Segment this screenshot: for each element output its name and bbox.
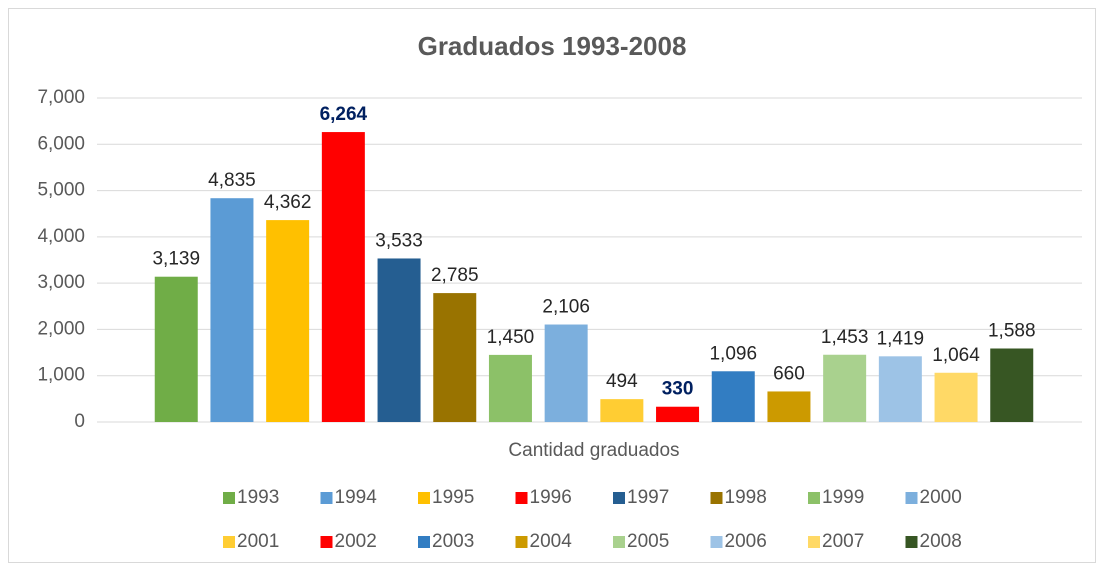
data-label: 494 bbox=[606, 371, 638, 392]
y-tick-label: 4,000 bbox=[37, 226, 85, 247]
data-label: 6,264 bbox=[320, 104, 368, 125]
legend-swatch bbox=[418, 492, 430, 504]
legend-swatch bbox=[418, 536, 430, 548]
legend-swatch bbox=[515, 536, 528, 548]
y-tick-label: 0 bbox=[74, 411, 85, 432]
bar bbox=[600, 399, 644, 422]
legend-swatch bbox=[808, 536, 820, 548]
data-label: 1,419 bbox=[877, 328, 925, 349]
data-label: 4,835 bbox=[208, 170, 256, 191]
bar bbox=[154, 276, 198, 422]
legend-label: 2005 bbox=[627, 531, 669, 552]
legend-swatch bbox=[710, 492, 723, 504]
y-tick-label: 2,000 bbox=[37, 318, 85, 339]
bar bbox=[321, 132, 365, 422]
data-label: 4,362 bbox=[264, 192, 312, 213]
legend-label: 1998 bbox=[725, 487, 767, 508]
bar bbox=[544, 324, 588, 422]
bar bbox=[433, 293, 477, 422]
bar bbox=[934, 372, 978, 422]
x-tick-label: Cantidad graduados bbox=[508, 440, 679, 461]
legend-swatch bbox=[808, 492, 820, 504]
data-label: 660 bbox=[773, 363, 805, 384]
y-tick-label: 6,000 bbox=[37, 133, 85, 154]
data-label: 1,096 bbox=[709, 343, 757, 364]
y-tick-label: 5,000 bbox=[37, 180, 85, 201]
legend-label: 2001 bbox=[237, 531, 279, 552]
data-label: 3,139 bbox=[152, 249, 200, 270]
legend-swatch bbox=[223, 536, 235, 548]
legend-swatch bbox=[710, 536, 723, 548]
legend-label: 2007 bbox=[822, 531, 864, 552]
legend-swatch bbox=[613, 536, 625, 548]
y-tick-label: 7,000 bbox=[37, 87, 85, 108]
legend-swatch bbox=[223, 492, 235, 504]
data-label: 2,785 bbox=[431, 265, 479, 286]
bar bbox=[767, 391, 811, 422]
y-tick-label: 3,000 bbox=[37, 272, 85, 293]
chart-title: Graduados 1993-2008 bbox=[418, 31, 687, 61]
bar bbox=[990, 348, 1034, 422]
legend-swatch bbox=[320, 536, 333, 548]
legend-label: 1993 bbox=[237, 487, 279, 508]
legend-swatch bbox=[905, 492, 918, 504]
data-label: 330 bbox=[662, 379, 694, 400]
data-label: 3,533 bbox=[375, 230, 423, 251]
legend-label: 2006 bbox=[725, 531, 767, 552]
legend-label: 1995 bbox=[432, 487, 474, 508]
bar bbox=[656, 406, 700, 422]
y-tick-label: 1,000 bbox=[37, 365, 85, 386]
bar bbox=[488, 354, 532, 422]
legend-label: 2008 bbox=[920, 531, 962, 552]
legend-label: 1996 bbox=[530, 487, 572, 508]
bar bbox=[210, 198, 254, 422]
legend-label: 2002 bbox=[335, 531, 377, 552]
legend-label: 2004 bbox=[530, 531, 573, 552]
legend-swatch bbox=[905, 536, 918, 548]
data-label: 1,588 bbox=[988, 321, 1036, 342]
bar bbox=[377, 258, 421, 422]
bar bbox=[878, 356, 922, 422]
legend-label: 1999 bbox=[822, 487, 864, 508]
bar bbox=[823, 354, 867, 422]
legend-label: 1994 bbox=[335, 487, 378, 508]
data-label: 2,106 bbox=[542, 297, 590, 318]
legend-label: 2000 bbox=[920, 487, 962, 508]
legend-swatch bbox=[613, 492, 625, 504]
data-label: 1,453 bbox=[821, 327, 869, 348]
legend-label: 1997 bbox=[627, 487, 669, 508]
legend-swatch bbox=[320, 492, 333, 504]
legend-label: 2003 bbox=[432, 531, 474, 552]
legend-swatch bbox=[515, 492, 528, 504]
bar bbox=[711, 371, 755, 422]
bar bbox=[266, 220, 310, 422]
data-label: 1,450 bbox=[487, 327, 535, 348]
data-label: 1,064 bbox=[932, 345, 980, 366]
